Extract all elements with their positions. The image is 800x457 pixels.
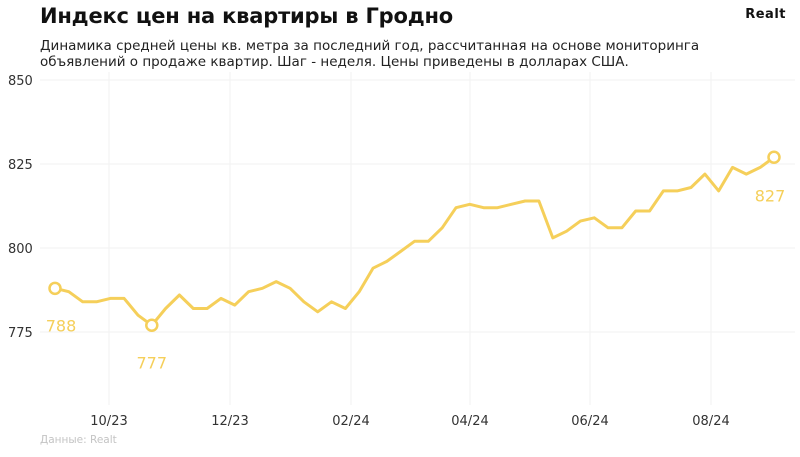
chart-title: Индекс цен на квартиры в Гродно [40, 4, 454, 28]
price-line [53, 155, 776, 327]
data-source: Данные: Realt [40, 434, 117, 446]
y-tick-label: 825 [8, 158, 33, 173]
x-tick-label: 12/23 [211, 414, 248, 429]
chart-grid [40, 72, 795, 405]
point-marker [48, 281, 62, 296]
value-annotations: 788 777 827 [46, 150, 786, 372]
x-tick-label: 04/24 [451, 414, 488, 429]
y-tick-label: 850 [8, 74, 33, 89]
x-tick-label: 08/24 [692, 414, 729, 429]
y-tick-label: 775 [8, 326, 33, 341]
x-tick-label: 06/24 [571, 414, 608, 429]
realt-logo: Realt [745, 7, 786, 22]
point-marker [145, 318, 159, 333]
y-axis: 775 800 825 850 [8, 74, 33, 341]
point-value-label: 777 [137, 353, 168, 372]
point-value-label: 788 [46, 316, 77, 335]
x-tick-label: 02/24 [332, 414, 369, 429]
x-axis: 10/23 12/23 02/24 04/24 06/24 08/24 [90, 414, 729, 429]
point-marker [767, 150, 781, 165]
chart-subtitle: Динамика средней цены кв. метра за после… [40, 38, 700, 70]
point-value-label: 827 [755, 186, 786, 205]
y-tick-label: 800 [8, 242, 33, 257]
x-tick-label: 10/23 [90, 414, 127, 429]
